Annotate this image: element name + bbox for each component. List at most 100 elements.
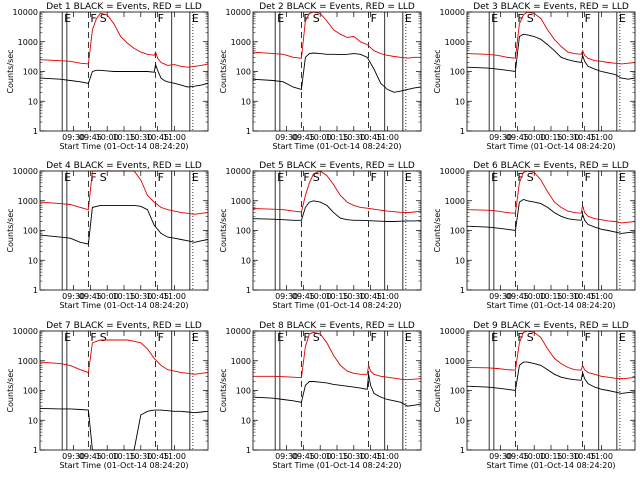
event-label: E: [192, 171, 199, 184]
x-tick-label: 10:15: [539, 452, 562, 461]
x-tick-label: 10:45: [573, 292, 596, 301]
y-tick-label: 10: [28, 97, 38, 106]
event-label: E: [405, 12, 412, 25]
y-tick-label: 10000: [226, 167, 251, 176]
x-tick-label: 10:45: [359, 133, 382, 142]
y-tick-label: 1: [33, 286, 38, 295]
x-tick-label: 09:45: [79, 133, 102, 142]
series-lld-line: [252, 170, 422, 214]
x-tick-label: 11:00: [376, 452, 399, 461]
x-tick-label: 10:15: [325, 452, 348, 461]
x-tick-label: 11:00: [590, 452, 613, 461]
x-tick-label: 10:00: [523, 292, 546, 301]
event-label: S: [100, 12, 107, 25]
y-tick-label: 1: [246, 286, 251, 295]
x-tick-label: 10:00: [523, 452, 546, 461]
x-tick-label: 10:45: [359, 292, 382, 301]
event-label: S: [313, 171, 320, 184]
x-tick-label: 09:30: [275, 452, 298, 461]
x-tick-label: 09:45: [506, 292, 529, 301]
chart-panel-8: Det 8 BLACK = Events, RED = LLD 1 10 100 100…: [219, 321, 422, 470]
y-tick-label: 10: [241, 416, 251, 425]
x-tick-label: 10:15: [325, 133, 348, 142]
x-tick-label: 10:00: [309, 452, 332, 461]
x-tick-label: 09:30: [62, 133, 85, 142]
x-tick-label: 10:15: [539, 292, 562, 301]
x-tick-label: 10:15: [112, 133, 135, 142]
y-tick-label: 1: [246, 127, 251, 136]
y-tick-label: 1000: [231, 357, 251, 366]
x-tick-label: 10:30: [342, 292, 365, 301]
x-axis-label: Start Time (01-Oct-14 08:24:20): [486, 461, 615, 470]
x-tick-label: 10:30: [342, 452, 365, 461]
y-tick-label: 100: [236, 387, 251, 396]
series-lld-line: [253, 331, 422, 381]
event-label: F: [371, 331, 377, 344]
y-axis-label: Counts/sec: [433, 368, 442, 412]
y-axis-label: Counts/sec: [433, 49, 442, 93]
x-tick-label: 10:45: [146, 452, 169, 461]
y-tick-label: 1000: [445, 357, 465, 366]
y-tick-label: 10000: [440, 167, 465, 176]
x-tick-label: 10:15: [112, 452, 135, 461]
event-label: E: [491, 331, 498, 344]
y-tick-label: 10: [455, 256, 465, 265]
event-label: F: [158, 12, 164, 25]
y-tick-label: 100: [450, 387, 465, 396]
x-tick-label: 10:30: [556, 452, 579, 461]
x-tick-label: 09:30: [62, 452, 85, 461]
y-tick-label: 1000: [231, 38, 251, 47]
x-axis-label: Start Time (01-Oct-14 08:24:20): [486, 301, 615, 310]
y-tick-label: 1000: [445, 197, 465, 206]
event-label: F: [371, 12, 377, 25]
x-tick-label: 10:00: [309, 133, 332, 142]
chart-title: Det 8 BLACK = Events, RED = LLD: [259, 321, 415, 331]
y-axis-label: Counts/sec: [219, 49, 228, 93]
chart-title: Det 6 BLACK = Events, RED = LLD: [473, 161, 629, 171]
event-label: E: [64, 331, 71, 344]
event-label: F: [585, 171, 591, 184]
y-tick-label: 1: [246, 446, 251, 455]
y-tick-label: 1000: [231, 197, 251, 206]
x-tick-label: 09:30: [489, 292, 512, 301]
y-axis-label: Counts/sec: [6, 49, 15, 93]
event-label: E: [405, 171, 412, 184]
event-label: S: [313, 331, 320, 344]
y-axis-label: Counts/sec: [6, 368, 15, 412]
event-label: F: [585, 331, 591, 344]
y-tick-label: 100: [450, 227, 465, 236]
y-tick-label: 10000: [13, 327, 38, 336]
x-tick-label: 11:00: [590, 133, 613, 142]
y-tick-label: 10: [28, 416, 38, 425]
event-label: E: [64, 171, 71, 184]
event-label: E: [192, 331, 199, 344]
x-tick-label: 09:30: [275, 133, 298, 142]
chart-panel-4: Det 4 BLACK = Events, RED = LLD 1 10 100 100…: [6, 161, 209, 310]
series-events-line: [252, 200, 422, 222]
y-tick-label: 1000: [18, 357, 38, 366]
x-axis-label: Start Time (01-Oct-14 08:24:20): [272, 301, 401, 310]
event-label: F: [158, 171, 164, 184]
x-tick-label: 09:45: [79, 292, 102, 301]
event-label: F: [158, 331, 164, 344]
y-axis-label: Counts/sec: [219, 368, 228, 412]
y-tick-label: 100: [236, 227, 251, 236]
x-tick-label: 10:30: [556, 133, 579, 142]
y-tick-label: 10000: [440, 8, 465, 17]
series-lld-line: [39, 170, 209, 215]
chart-panel-3: Det 3 BLACK = Events, RED = LLD 1 10 100 100…: [433, 2, 636, 151]
y-axis-label: Counts/sec: [6, 208, 15, 252]
event-label: E: [491, 171, 498, 184]
event-label: F: [585, 12, 591, 25]
chart-panel-1: Det 1 BLACK = Events, RED = LLD 1 10 100 100…: [6, 2, 209, 151]
event-label: F: [517, 331, 523, 344]
y-tick-label: 100: [236, 68, 251, 77]
series-events-line: [39, 204, 209, 245]
y-tick-label: 10: [241, 97, 251, 106]
y-axis-label: Counts/sec: [433, 208, 442, 252]
x-tick-label: 10:45: [146, 133, 169, 142]
series-events-line: [466, 199, 636, 234]
y-tick-label: 10: [241, 256, 251, 265]
y-tick-label: 10000: [440, 327, 465, 336]
plot-frame: [466, 11, 636, 132]
